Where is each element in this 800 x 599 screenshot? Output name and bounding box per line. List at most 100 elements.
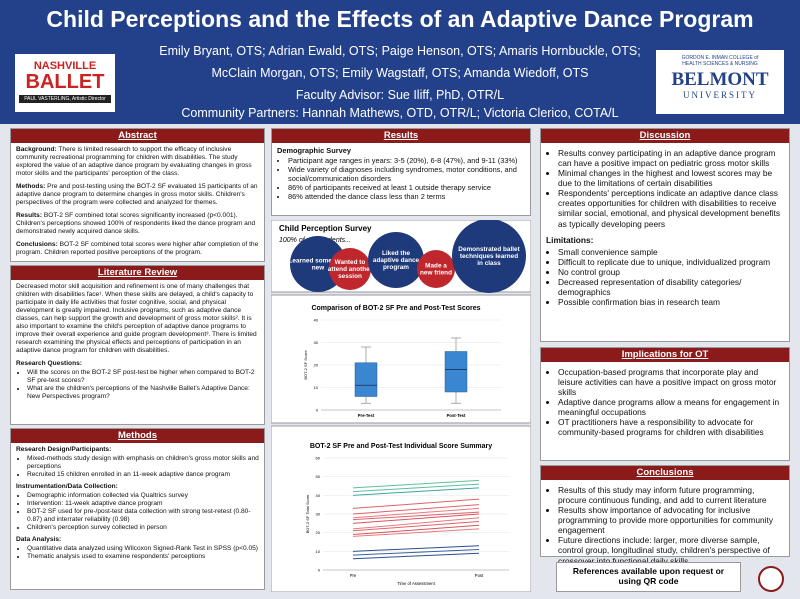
abstract-body: Background: There is limited research to… xyxy=(11,143,264,265)
box xyxy=(444,351,468,393)
list-item: Decreased representation of disability c… xyxy=(558,277,784,297)
list-item: Thematic analysis used to examine respon… xyxy=(27,553,259,561)
subheading: Instrumentation/Data Collection: xyxy=(16,483,118,491)
abstract: Abstract Background: There is limited re… xyxy=(10,128,265,262)
chart-title: Comparison of BOT-2 SF Pre and Post-Test… xyxy=(311,305,480,312)
series-line xyxy=(352,487,480,496)
series-line xyxy=(352,548,480,556)
implications: Implications for OT Occupation-based pro… xyxy=(540,347,790,461)
x-tick-label: Post-Test xyxy=(447,413,466,418)
list-item: Respondents' perceptions indicate an ada… xyxy=(558,188,784,228)
literature: Literature Review Decreased motor skill … xyxy=(10,265,265,425)
y-tick-label: 40 xyxy=(316,493,321,498)
y-tick-label: 0 xyxy=(316,408,319,413)
list-item: 86% attended the dance class less than 2… xyxy=(288,192,525,201)
bubble xyxy=(417,250,455,288)
section-heading: Conclusions xyxy=(541,466,789,480)
list-item: Participant age ranges in years: 3-5 (20… xyxy=(288,156,525,165)
list: Demographic information collected via Qu… xyxy=(16,492,259,532)
bubble-label: Liked the adaptive dance program xyxy=(373,250,420,271)
authors-1: Emily Bryant, OTS; Adrian Ewald, OTS; Pa… xyxy=(159,44,641,58)
list-item: Intervention: 11-week adaptive dance pro… xyxy=(27,500,259,508)
list-item: Results convey participating in an adapt… xyxy=(558,148,784,168)
logo-text: NASHVILLE xyxy=(33,60,97,72)
bubble-label: Demonstrated ballet techniques learned in … xyxy=(458,246,520,267)
bubble-label: Wanted to attend another session xyxy=(328,259,373,280)
series-line xyxy=(352,528,480,537)
ballet-logo: NASHVILLE BALLET PAUL VASTERLING, Artist… xyxy=(15,54,115,112)
y-axis-label: BOT-2 SF Total Score xyxy=(305,494,310,534)
x-tick-label: Pre-Test xyxy=(358,413,375,418)
list-item: Wide variety of diagnoses including synd… xyxy=(288,165,525,183)
bubble xyxy=(329,248,371,290)
y-axis-label: BOT-2 SF Score xyxy=(303,350,308,380)
list-item: Future directions include: larger, more … xyxy=(558,535,784,565)
logo-text: BALLET xyxy=(25,71,105,93)
bubble-label: Made a new friend xyxy=(420,262,452,276)
implications-body: Occupation-based programs that incorpora… xyxy=(541,362,789,447)
series-line xyxy=(352,520,480,532)
advisor: Faculty Advisor: Sue Iliff, PhD, OTR/L xyxy=(295,88,505,102)
conclusions-body: Results of this study may inform future … xyxy=(541,480,789,575)
list-item: No control group xyxy=(558,267,784,277)
references: References available upon request or usi… xyxy=(556,562,741,592)
methods: Methods Research Design/Participants: Mix… xyxy=(10,428,265,590)
bubble-label: Learned something new xyxy=(289,257,348,271)
x-tick-label: Pre xyxy=(350,573,357,578)
title: Child Perceptions and the Effects of an … xyxy=(46,6,754,32)
list-item: OT practitioners have a responsibility t… xyxy=(558,417,784,437)
label: Conclusions: xyxy=(16,241,58,249)
results: Results Demographic Survey Participant a… xyxy=(271,128,531,216)
results-charts: Child Perception Survey 100% of responde… xyxy=(271,220,531,592)
series-line xyxy=(352,504,480,515)
header: Child Perceptions and the Effects of an … xyxy=(0,0,800,124)
list-item: What are the children's perceptions of t… xyxy=(27,385,259,401)
x-tick-label: Post xyxy=(475,573,484,578)
box xyxy=(354,362,378,397)
list-item: Minimal changes in the highest and lowes… xyxy=(558,168,784,188)
results-body: Demographic Survey Participant age range… xyxy=(272,143,530,208)
subheading: Data Analysis: xyxy=(16,536,62,544)
subheading: Research Design/Participants: xyxy=(16,446,112,453)
list: Participant age ranges in years: 3-5 (20… xyxy=(277,156,525,201)
label: Methods: xyxy=(16,183,46,191)
methods-body: Research Design/Participants: Mixed-metho… xyxy=(11,443,264,568)
y-tick-label: 0 xyxy=(318,568,321,573)
list-item: Results show importance of advocating fo… xyxy=(558,505,784,535)
list: Will the scores on the BOT-2 SF post-tes… xyxy=(16,369,259,401)
list-item: Demographic information collected via Qu… xyxy=(27,492,259,500)
label: Results: xyxy=(16,212,43,220)
y-tick-label: 30 xyxy=(316,512,321,517)
y-tick-label: 20 xyxy=(316,530,321,535)
series-line xyxy=(352,524,480,536)
survey-title: Child Perception Survey xyxy=(279,224,372,233)
series-line xyxy=(352,545,480,552)
partners: Community Partners: Hannah Mathews, OTD,… xyxy=(181,106,619,120)
literature-body: Decreased motor skill acquisition and re… xyxy=(11,280,264,408)
series-line xyxy=(352,513,480,524)
list-item: Results of this study may inform future … xyxy=(558,485,784,505)
y-tick-label: 10 xyxy=(316,549,321,554)
y-tick-label: 40 xyxy=(314,318,319,323)
paragraph: Conclusions: BOT-2 SF combined total sco… xyxy=(16,241,259,257)
series-line xyxy=(352,479,480,489)
chart-title: BOT-2 SF Pre and Post-Test Individual Sc… xyxy=(310,443,492,450)
logo-text: GORDON E. INMAN COLLEGE of xyxy=(681,55,759,61)
text: There is limited research to support the… xyxy=(16,146,252,178)
list-item: Quantitative data analyzed using Wilcoxo… xyxy=(27,545,259,553)
series-line xyxy=(352,517,480,530)
box-panel xyxy=(271,294,531,424)
text: BOT-2 SF combined total scores were high… xyxy=(16,241,259,257)
y-tick-label: 20 xyxy=(314,363,319,368)
conclusions: Conclusions Results of this study may in… xyxy=(540,465,790,566)
y-tick-label: 60 xyxy=(316,456,321,461)
series-line xyxy=(352,483,480,493)
list: Occupation-based programs that incorpora… xyxy=(546,367,784,438)
section-heading: Discussion xyxy=(541,129,789,143)
y-tick-label: 30 xyxy=(314,340,319,345)
subheading: Demographic Survey xyxy=(277,146,351,155)
list-item: Possible confirmation bias in research t… xyxy=(558,297,784,307)
label: Background: xyxy=(16,146,57,153)
subheading: Limitations: xyxy=(546,234,594,245)
